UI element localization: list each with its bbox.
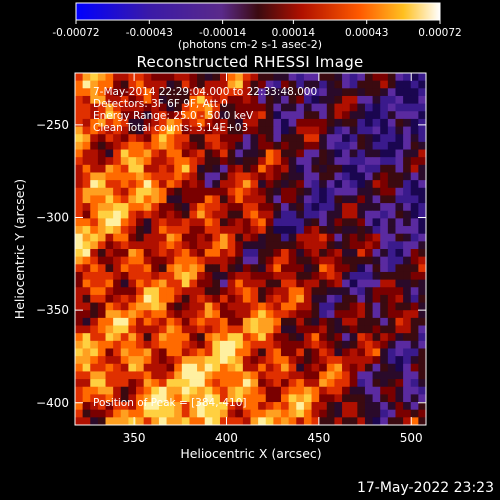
colorbar-tick-label: -0.00072 [52, 27, 99, 39]
plot-timestamp: 17-May-2022 23:23 [356, 480, 494, 496]
annotation-counts: Clean Total counts: 3.14E+03 [93, 122, 249, 134]
y-tick-label: −250 [36, 118, 69, 132]
y-tick-label: −300 [36, 211, 69, 225]
colorbar-units: (photons cm-2 s-1 asec-2) [177, 38, 323, 51]
peak-position-label: Position of Peak = [384,-410] [93, 397, 247, 409]
colorbar-tick-label: 0.00043 [345, 27, 388, 39]
colorbar-ticks [75, 20, 441, 24]
heatmap-image [75, 73, 427, 426]
x-axis-label: Heliocentric X (arcsec) [180, 446, 321, 461]
axes: 350 400 450 500 −250 −300 −350 −400 [36, 73, 426, 445]
annotation-detectors: Detectors: 3F 6F 9F, Att 0 [93, 98, 228, 110]
y-tick-label: −350 [36, 303, 69, 317]
x-tick-label: 350 [123, 431, 146, 445]
annotation-time-range: 7-May-2014 22:29:04.000 to 22:33:48.000 [93, 86, 318, 98]
colorbar [75, 2, 441, 21]
colorbar-tick-label: 0.00014 [272, 27, 316, 39]
colorbar-tick-label: -0.00014 [199, 27, 247, 39]
x-tick-label: 500 [400, 431, 423, 445]
colorbar-tick-label: 0.00072 [418, 27, 461, 39]
x-tick-label: 450 [307, 431, 330, 445]
chart-title: Reconstructed RHESSI Image [136, 53, 364, 71]
colorbar-tick-label: -0.00043 [126, 27, 173, 39]
y-axis-label: Heliocentric Y (arcsec) [12, 179, 27, 319]
colorbar-tick-labels: -0.00072 -0.00043 -0.00014 0.00014 0.00043 0.… [52, 27, 461, 39]
y-tick-label: −400 [36, 396, 69, 410]
annotation-energy-range: Energy Range: 25.0 - 50.0 keV [93, 110, 254, 122]
x-tick-label: 400 [215, 431, 238, 445]
plot-frame [74, 72, 427, 426]
